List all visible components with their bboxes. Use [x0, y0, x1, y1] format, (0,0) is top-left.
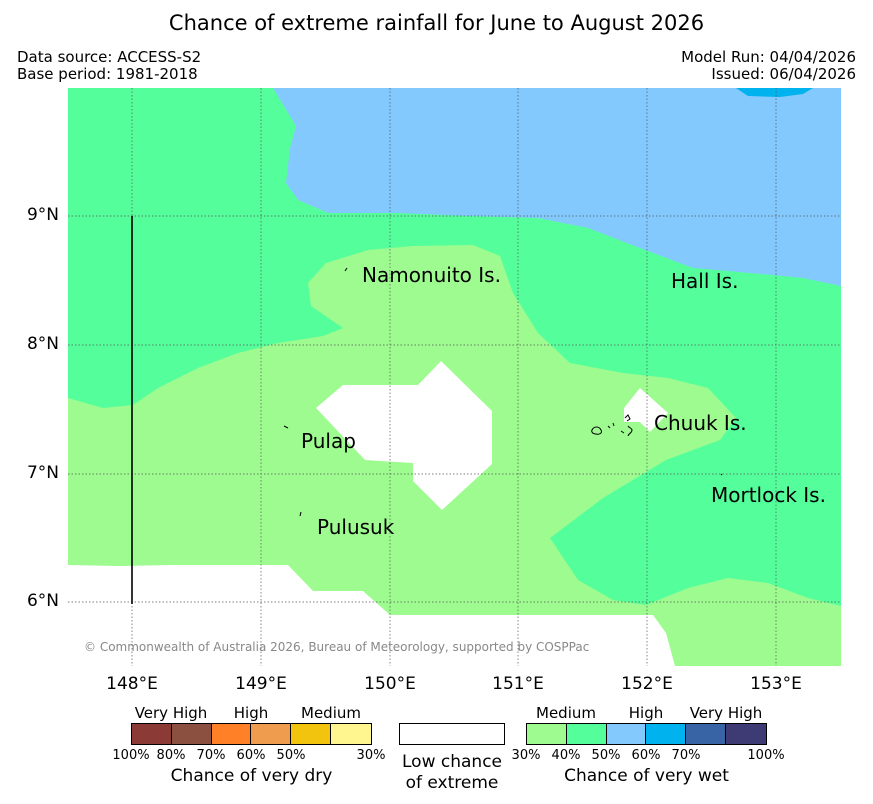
place-mortlock: Mortlock Is. — [711, 483, 826, 507]
low-chance-caption: Low chance of extreme — [380, 752, 524, 794]
wet-tick: 60% — [631, 748, 661, 763]
chart-title: Chance of extreme rainfall for June to A… — [168, 11, 705, 35]
region-high — [273, 88, 841, 286]
lat-label-6n: 6°N — [26, 591, 59, 611]
place-pulusuk: Pulusuk — [317, 515, 395, 539]
dry-swatch-1 — [171, 724, 212, 744]
dry-tick: 70% — [196, 748, 226, 763]
lat-label-9n: 9°N — [26, 205, 59, 225]
wet-tier-medium: Medium — [536, 704, 596, 722]
base-period: Base period: 1981-2018 — [17, 65, 198, 83]
source-info: Data source: ACCESS-S2 Base period: 1981… — [17, 49, 201, 83]
wet-caption: Chance of very wet — [564, 766, 729, 786]
dry-tick: 50% — [276, 748, 306, 763]
region-low-chuuk — [624, 388, 668, 432]
lon-label-148e: 148°E — [106, 674, 158, 694]
mortlock-island — [720, 473, 723, 476]
place-pulap: Pulap — [301, 429, 356, 453]
dry-tick: 100% — [112, 748, 150, 763]
wet-tier-high: High — [628, 704, 664, 722]
island-outlines — [283, 267, 723, 517]
dry-swatch-2 — [211, 724, 252, 744]
graticule — [68, 88, 841, 666]
lon-label-152e: 152°E — [621, 674, 673, 694]
dry-tick: 60% — [236, 748, 266, 763]
low-caption-line2: of extreme — [405, 773, 499, 793]
place-chuuk: Chuuk Is. — [654, 411, 747, 435]
wet-swatch-2 — [606, 724, 647, 744]
wet-color-bar — [526, 723, 767, 745]
dry-swatch-4 — [291, 724, 332, 744]
run-info: Model Run: 04/04/2026 Issued: 06/04/2026 — [681, 49, 856, 83]
issued-date: Issued: 06/04/2026 — [711, 65, 856, 83]
place-namonuito: Namonuito Is. — [362, 263, 501, 287]
dry-tick: 80% — [156, 748, 186, 763]
dry-color-bar — [131, 723, 372, 745]
lon-label-153e: 153°E — [750, 674, 802, 694]
rainfall-map — [68, 88, 841, 666]
wet-swatch-0 — [527, 724, 567, 744]
wet-tier-very-high: Very High — [689, 704, 763, 722]
low-chance-swatch — [399, 723, 505, 745]
model-run: Model Run: 04/04/2026 — [681, 48, 856, 66]
dry-swatch-0 — [132, 724, 172, 744]
region-low-southwest — [68, 565, 675, 666]
wet-tick: 50% — [591, 748, 621, 763]
wet-swatch-4 — [686, 724, 727, 744]
dry-caption: Chance of very dry — [170, 766, 333, 786]
dry-swatch-3 — [251, 724, 292, 744]
namonuito-island — [344, 267, 348, 272]
pulusuk-island — [299, 511, 302, 517]
lat-label-7n: 7°N — [26, 463, 59, 483]
wet-swatch-3 — [646, 724, 687, 744]
data-source: Data source: ACCESS-S2 — [17, 48, 202, 66]
wet-tick: 70% — [671, 748, 701, 763]
dry-swatch-5 — [331, 724, 371, 744]
region-low-central — [316, 361, 492, 510]
wet-tick: 30% — [511, 748, 541, 763]
lat-label-8n: 8°N — [26, 334, 59, 354]
dry-tier-very-high: Very High — [134, 704, 208, 722]
dry-tick: 30% — [356, 748, 386, 763]
pulap-island — [283, 425, 289, 429]
low-caption-line1: Low chance — [402, 752, 502, 772]
copyright-notice: © Commonwealth of Australia 2026, Bureau… — [84, 640, 590, 654]
dry-tier-medium: Medium — [301, 704, 361, 722]
map-panel[interactable] — [68, 88, 841, 666]
wet-swatch-5 — [726, 724, 766, 744]
place-hall: Hall Is. — [671, 269, 739, 293]
lon-label-150e: 150°E — [364, 674, 416, 694]
chuuk-lagoon — [591, 414, 633, 437]
wet-tick: 100% — [747, 748, 785, 763]
region-high-70 — [736, 88, 813, 97]
wet-tick: 40% — [551, 748, 581, 763]
lon-label-151e: 151°E — [492, 674, 544, 694]
dry-tier-high: High — [233, 704, 269, 722]
lon-label-149e: 149°E — [235, 674, 287, 694]
wet-swatch-1 — [566, 724, 607, 744]
